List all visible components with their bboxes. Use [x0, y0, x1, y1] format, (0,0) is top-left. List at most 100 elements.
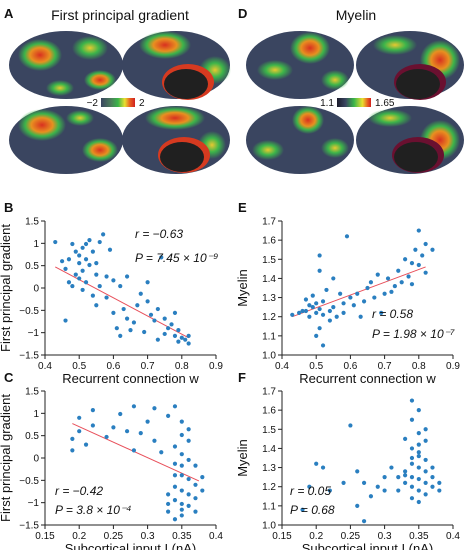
data-point	[135, 303, 140, 308]
data-point	[94, 303, 99, 308]
data-point	[409, 398, 415, 403]
data-point	[97, 283, 102, 289]
data-point	[320, 299, 326, 304]
data-point	[320, 312, 326, 317]
y-tick-label: 1.2	[262, 312, 276, 323]
data-point	[179, 473, 184, 478]
data-point	[368, 494, 374, 499]
y-tick-label: 0.5	[25, 431, 39, 442]
data-point	[186, 476, 191, 482]
data-point	[200, 475, 205, 480]
data-point	[403, 473, 408, 478]
data-point	[300, 507, 305, 512]
x-tick-label: 0.7	[141, 361, 155, 372]
data-point	[186, 503, 191, 508]
data-point	[341, 480, 346, 485]
x-tick-label: 0.4	[38, 361, 52, 372]
data-point	[111, 425, 116, 430]
stat-p: P = 0.68	[290, 503, 335, 517]
data-point	[409, 461, 415, 466]
y-tick-label: 1.0	[262, 521, 276, 532]
data-point	[70, 283, 75, 289]
data-point	[416, 262, 421, 268]
data-point	[413, 247, 418, 252]
data-point	[131, 320, 137, 325]
data-point	[385, 276, 391, 281]
data-point	[355, 469, 360, 474]
data-point	[409, 261, 415, 266]
data-point	[83, 280, 89, 285]
data-point	[303, 297, 309, 302]
scatter-panel-c: C 0.15 0.2 0.25 0.3 0.35 0.4 −1.5 −1 −0.5 0 0.5 1 1.5…	[0, 370, 223, 550]
data-point	[355, 503, 360, 508]
data-point	[107, 247, 113, 252]
data-point	[63, 318, 68, 323]
y-tick-label: 1.4	[262, 444, 276, 455]
data-point	[169, 322, 174, 327]
y-tick-label: 1.1	[262, 501, 276, 512]
data-point	[416, 450, 421, 455]
data-point	[152, 438, 157, 443]
data-point	[396, 268, 401, 273]
panel-d: D Myelin 1.1 1.65	[238, 6, 464, 174]
data-point	[320, 465, 326, 470]
data-point	[403, 436, 408, 441]
data-point	[310, 293, 315, 298]
data-point	[430, 465, 435, 470]
data-point	[193, 482, 198, 487]
data-point	[97, 239, 102, 245]
data-point	[166, 509, 171, 514]
data-point	[172, 333, 178, 338]
data-point	[416, 488, 421, 493]
scatter-panel-b: B 0.4 0.5 0.6 0.7 0.8 0.9 −1.5 −1 −0.5 0 0.5 1 1.5 Rec…	[0, 200, 223, 386]
data-point	[375, 272, 380, 277]
data-point	[179, 463, 184, 468]
data-point	[420, 253, 425, 258]
y-tick-label: −1.5	[19, 351, 39, 362]
y-tick-label: 0.5	[25, 261, 39, 272]
data-point	[162, 316, 167, 321]
y-tick-label: −0.5	[19, 306, 39, 317]
colorbar-d: 1.1 1.65	[320, 98, 395, 109]
y-tick-label: 1.6	[262, 236, 276, 247]
data-point	[172, 444, 178, 449]
data-point	[94, 261, 99, 266]
stat-p: P = 7.45 × 10⁻⁹	[135, 251, 218, 265]
data-point	[310, 305, 315, 310]
data-point	[372, 295, 377, 300]
data-point	[179, 488, 184, 493]
x-tick-label: 0.25	[341, 531, 361, 542]
data-point	[324, 287, 329, 293]
data-point	[179, 432, 184, 438]
data-point	[368, 280, 374, 285]
data-point	[179, 507, 184, 512]
data-point	[66, 257, 72, 262]
data-point	[121, 306, 126, 312]
data-point	[406, 274, 411, 279]
data-point	[423, 270, 428, 275]
panel-a-title: First principal gradient	[51, 7, 189, 23]
data-point	[53, 239, 58, 245]
data-point	[317, 268, 322, 273]
data-point	[314, 461, 319, 466]
colorbar-a-bar	[101, 98, 135, 107]
x-axis-label: Recurrent connection w	[62, 371, 199, 386]
data-point	[83, 257, 89, 262]
data-point	[416, 431, 421, 436]
colorbar-a: −2 2	[87, 98, 145, 109]
data-point	[63, 266, 68, 271]
data-point	[179, 501, 184, 507]
data-point	[409, 484, 415, 489]
data-point	[183, 337, 188, 342]
data-point	[90, 249, 95, 254]
data-point	[399, 280, 404, 285]
data-point	[66, 280, 72, 285]
data-point	[73, 249, 78, 254]
data-point	[90, 408, 95, 413]
x-tick-label: 0.4	[275, 361, 289, 372]
x-tick-label: 0.3	[141, 531, 155, 542]
x-tick-label: 0.6	[106, 361, 120, 372]
x-tick-label: 0.6	[343, 361, 357, 372]
data-point	[307, 303, 312, 308]
data-point	[186, 333, 191, 338]
